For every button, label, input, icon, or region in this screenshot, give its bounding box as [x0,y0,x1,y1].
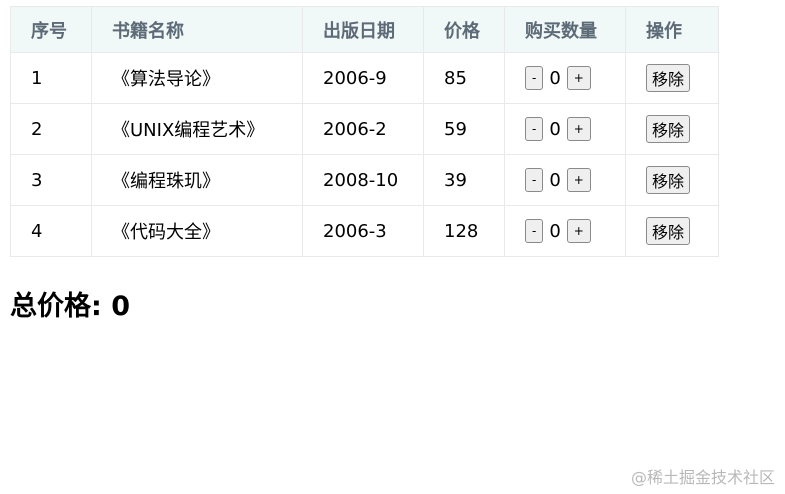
book-id: 4 [10,205,92,257]
remove-button[interactable]: 移除 [646,217,691,245]
table-header-row: 序号 书籍名称 出版日期 价格 购买数量 操作 [10,6,719,53]
quantity-stepper: -0 + [504,154,626,206]
decrement-button[interactable]: - [525,168,544,192]
book-date: 2006-2 [302,103,424,155]
remove-button[interactable]: 移除 [646,115,691,143]
header-count: 购买数量 [504,6,626,53]
decrement-button[interactable]: - [525,219,544,243]
quantity-value: 0 [549,169,561,191]
book-id: 1 [10,52,92,104]
action-cell: 移除 [625,52,719,104]
action-cell: 移除 [625,154,719,206]
quantity-stepper: -0 + [504,205,626,257]
decrement-button[interactable]: - [525,66,544,90]
remove-button[interactable]: 移除 [646,166,691,194]
action-cell: 移除 [625,103,719,155]
remove-button[interactable]: 移除 [646,64,691,92]
increment-button[interactable]: + [566,219,591,243]
book-name: 《编程珠玑》 [91,154,303,206]
book-name: 《算法导论》 [91,52,303,104]
increment-button[interactable]: + [566,66,591,90]
book-name: 《UNIX编程艺术》 [91,103,303,155]
books-table: 序号 书籍名称 出版日期 价格 购买数量 操作 1 《算法导论》 2006-9 … [10,6,719,257]
header-price: 价格 [423,6,505,53]
book-name: 《代码大全》 [91,205,303,257]
quantity-stepper: -0 + [504,52,626,104]
total-price: 总价格: 0 [10,291,130,322]
book-id: 2 [10,103,92,155]
table-row: 1 《算法导论》 2006-9 85 -0 + 移除 [10,52,719,104]
decrement-button[interactable]: - [525,117,544,141]
book-id: 3 [10,154,92,206]
quantity-value: 0 [549,118,561,140]
action-cell: 移除 [625,205,719,257]
book-date: 2006-3 [302,205,424,257]
table-row: 2 《UNIX编程艺术》 2006-2 59 -0 + 移除 [10,103,719,155]
header-action: 操作 [625,6,719,53]
book-price: 85 [423,52,505,104]
table-row: 3 《编程珠玑》 2008-10 39 -0 + 移除 [10,154,719,206]
book-date: 2006-9 [302,52,424,104]
watermark: @稀土掘金技术社区 [630,468,775,487]
increment-button[interactable]: + [566,168,591,192]
increment-button[interactable]: + [566,117,591,141]
book-price: 39 [423,154,505,206]
header-name: 书籍名称 [91,6,303,53]
quantity-value: 0 [549,67,561,89]
quantity-stepper: -0 + [504,103,626,155]
book-price: 128 [423,205,505,257]
quantity-value: 0 [549,220,561,242]
book-price: 59 [423,103,505,155]
book-date: 2008-10 [302,154,424,206]
header-id: 序号 [10,6,92,53]
header-date: 出版日期 [302,6,424,53]
table-row: 4 《代码大全》 2006-3 128 -0 + 移除 [10,205,719,257]
